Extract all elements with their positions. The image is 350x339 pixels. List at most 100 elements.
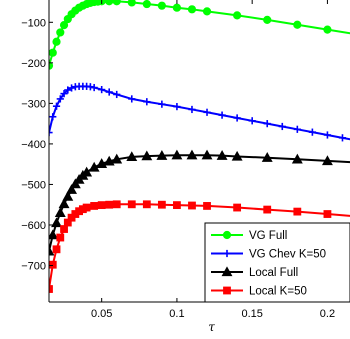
data-point (52, 245, 61, 254)
data-point (58, 198, 70, 209)
legend-marker (223, 249, 231, 258)
data-point (186, 149, 198, 160)
legend-marker (223, 286, 231, 295)
legend-item-0: VG Full (211, 230, 287, 242)
data-point (49, 285, 53, 293)
data-point (66, 184, 78, 194)
data-point (49, 229, 59, 240)
data-point (56, 233, 65, 242)
x-axis-label: τ (208, 320, 215, 334)
series-line (49, 0, 350, 66)
data-point (67, 84, 76, 92)
data-point (308, 128, 316, 136)
data-point (62, 190, 74, 201)
data-point (143, 98, 151, 106)
data-point (56, 95, 64, 103)
legend-item-2: Local Full (211, 266, 298, 279)
data-point (52, 102, 61, 110)
data-point (112, 200, 121, 209)
data-point (157, 200, 166, 209)
series-0 (49, 0, 350, 70)
data-point (231, 150, 243, 161)
data-point (59, 21, 69, 30)
data-point (81, 166, 93, 177)
data-point (293, 207, 302, 216)
data-point (218, 111, 226, 119)
data-point (323, 131, 332, 139)
data-point (49, 245, 55, 256)
data-point (49, 128, 53, 137)
data-point (82, 203, 91, 212)
y-tick-label: −600 (21, 220, 46, 232)
data-point (126, 151, 138, 162)
data-point (263, 205, 272, 214)
legend-item-3: Local K=50 (211, 286, 307, 298)
legend-label: Local K=50 (249, 286, 307, 298)
data-point (156, 150, 168, 160)
data-point (86, 83, 94, 91)
axes: 0.05 0.1 0.15 0.2 −100 −200 −300 −400 −500 −600 −7… (21, 0, 350, 334)
data-point (49, 260, 57, 269)
data-point (103, 155, 115, 166)
data-point (52, 37, 61, 46)
data-point (60, 225, 68, 233)
data-point (261, 152, 273, 162)
series-layer (49, 0, 350, 293)
data-point (105, 0, 114, 6)
data-point (51, 217, 62, 228)
series-line (49, 85, 350, 141)
data-point (112, 0, 121, 6)
data-point (97, 201, 106, 210)
y-tick-label: −400 (21, 139, 46, 151)
data-point (201, 149, 213, 160)
data-point (142, 0, 151, 9)
data-point (291, 153, 303, 164)
data-point (233, 11, 242, 20)
data-point (141, 150, 153, 161)
data-point (293, 125, 301, 133)
data-point (171, 149, 183, 160)
data-point (49, 48, 57, 57)
data-point (338, 134, 347, 142)
series-2 (49, 149, 350, 256)
data-point (263, 120, 271, 128)
data-point (187, 5, 197, 14)
y-tick-label: −200 (21, 58, 46, 70)
data-point (293, 20, 302, 29)
data-point (233, 203, 242, 212)
data-point (248, 117, 256, 125)
data-point (203, 108, 211, 116)
data-point (98, 85, 106, 94)
data-point (203, 202, 211, 210)
y-tick-label: −500 (21, 179, 46, 191)
data-point (60, 90, 68, 98)
data-point (172, 3, 182, 12)
y-tick-label: −700 (21, 261, 46, 273)
data-point (128, 95, 136, 103)
data-point (173, 201, 181, 210)
legend: VG Full VG Chev K=50 Local Full Local K=50 (204, 222, 350, 303)
data-point (216, 150, 228, 160)
data-point (142, 200, 151, 209)
data-point (173, 103, 181, 111)
legend-label: VG Full (249, 230, 287, 242)
data-point (90, 83, 98, 92)
data-point (321, 155, 333, 166)
data-point (54, 207, 66, 217)
data-point (127, 200, 136, 209)
x-tick-label: 0.1 (169, 308, 184, 320)
data-point (263, 15, 272, 24)
legend-marker (221, 266, 233, 277)
series-1 (49, 82, 350, 142)
data-point (64, 86, 72, 94)
x-tick-label: 0.2 (320, 308, 335, 320)
data-point (105, 88, 113, 96)
data-point (49, 113, 57, 121)
data-point (158, 100, 166, 108)
data-point (188, 201, 196, 210)
data-point (202, 7, 212, 16)
data-point (323, 25, 332, 34)
data-point (111, 153, 123, 164)
x-tick-label: 0.05 (91, 308, 112, 320)
